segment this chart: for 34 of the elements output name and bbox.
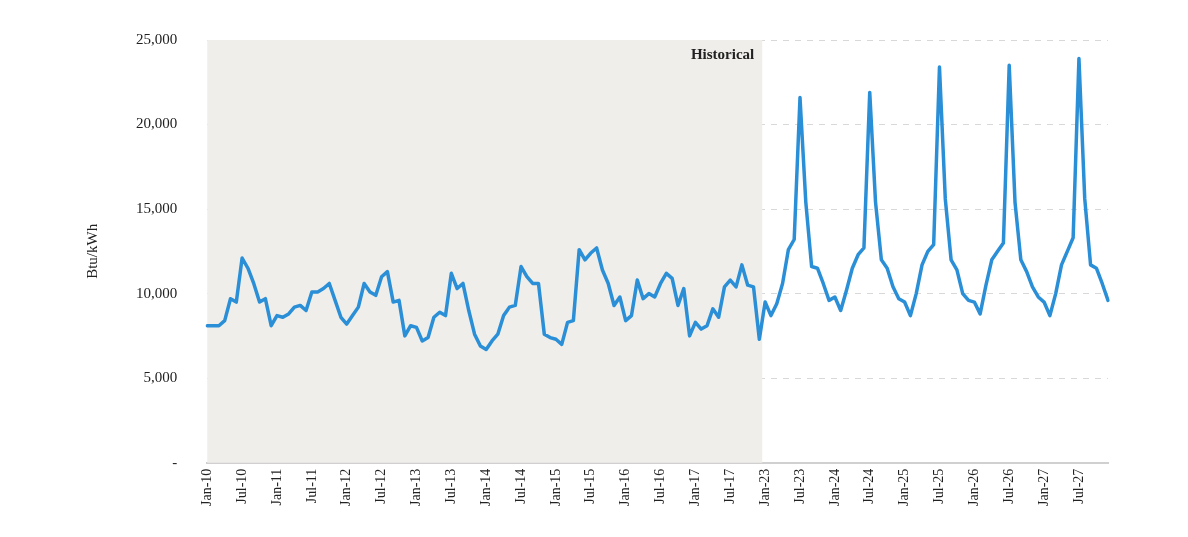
y-tick-label: 5,000: [143, 369, 178, 386]
x-tick-label: Jan-10: [198, 468, 214, 506]
x-tick-label: Jul-11: [303, 468, 319, 504]
x-tick-label: Jul-25: [931, 468, 947, 504]
x-tick-label: Jul-12: [373, 468, 389, 504]
x-tick-label: Jul-27: [1070, 468, 1086, 504]
x-tick-label: Jan-11: [268, 468, 284, 506]
x-tick-label: Jan-12: [338, 468, 354, 506]
x-tick-label: Jul-23: [791, 468, 807, 504]
x-tick-label: Jul-26: [1000, 468, 1016, 504]
x-tick-label: Jan-17: [687, 468, 703, 506]
band-label: Historical: [690, 46, 755, 63]
x-tick-label: Jul-15: [582, 468, 598, 504]
x-tick-label: Jul-24: [861, 468, 877, 504]
x-tick-label: Jan-14: [477, 468, 493, 506]
x-tick-label: Jul-17: [721, 468, 737, 504]
x-tick-label: Jan-16: [617, 468, 633, 506]
y-tick-label: 10,000: [136, 284, 178, 301]
x-tick-label: Jul-14: [512, 468, 528, 504]
x-tick-label: Jan-26: [966, 468, 982, 506]
y-tick-label: 25,000: [136, 30, 178, 47]
x-tick-label: Jan-13: [408, 468, 424, 506]
y-tick-label: 15,000: [136, 200, 178, 217]
x-tick-label: Jan-23: [756, 468, 772, 506]
x-tick-label: Jan-15: [547, 468, 563, 506]
y-tick-label: -: [172, 453, 178, 470]
x-tick-label: Jan-24: [826, 468, 842, 506]
x-tick-label: Jul-13: [443, 468, 458, 504]
x-tick-label: Jul-16: [652, 468, 668, 504]
x-tick-label: Jul-10: [233, 468, 249, 504]
x-tick-label: Jan-25: [896, 468, 912, 506]
x-tick-label: Jan-27: [1035, 468, 1051, 506]
y-axis-title: Btu/kWh: [83, 223, 100, 279]
y-tick-label: 20,000: [136, 115, 178, 132]
